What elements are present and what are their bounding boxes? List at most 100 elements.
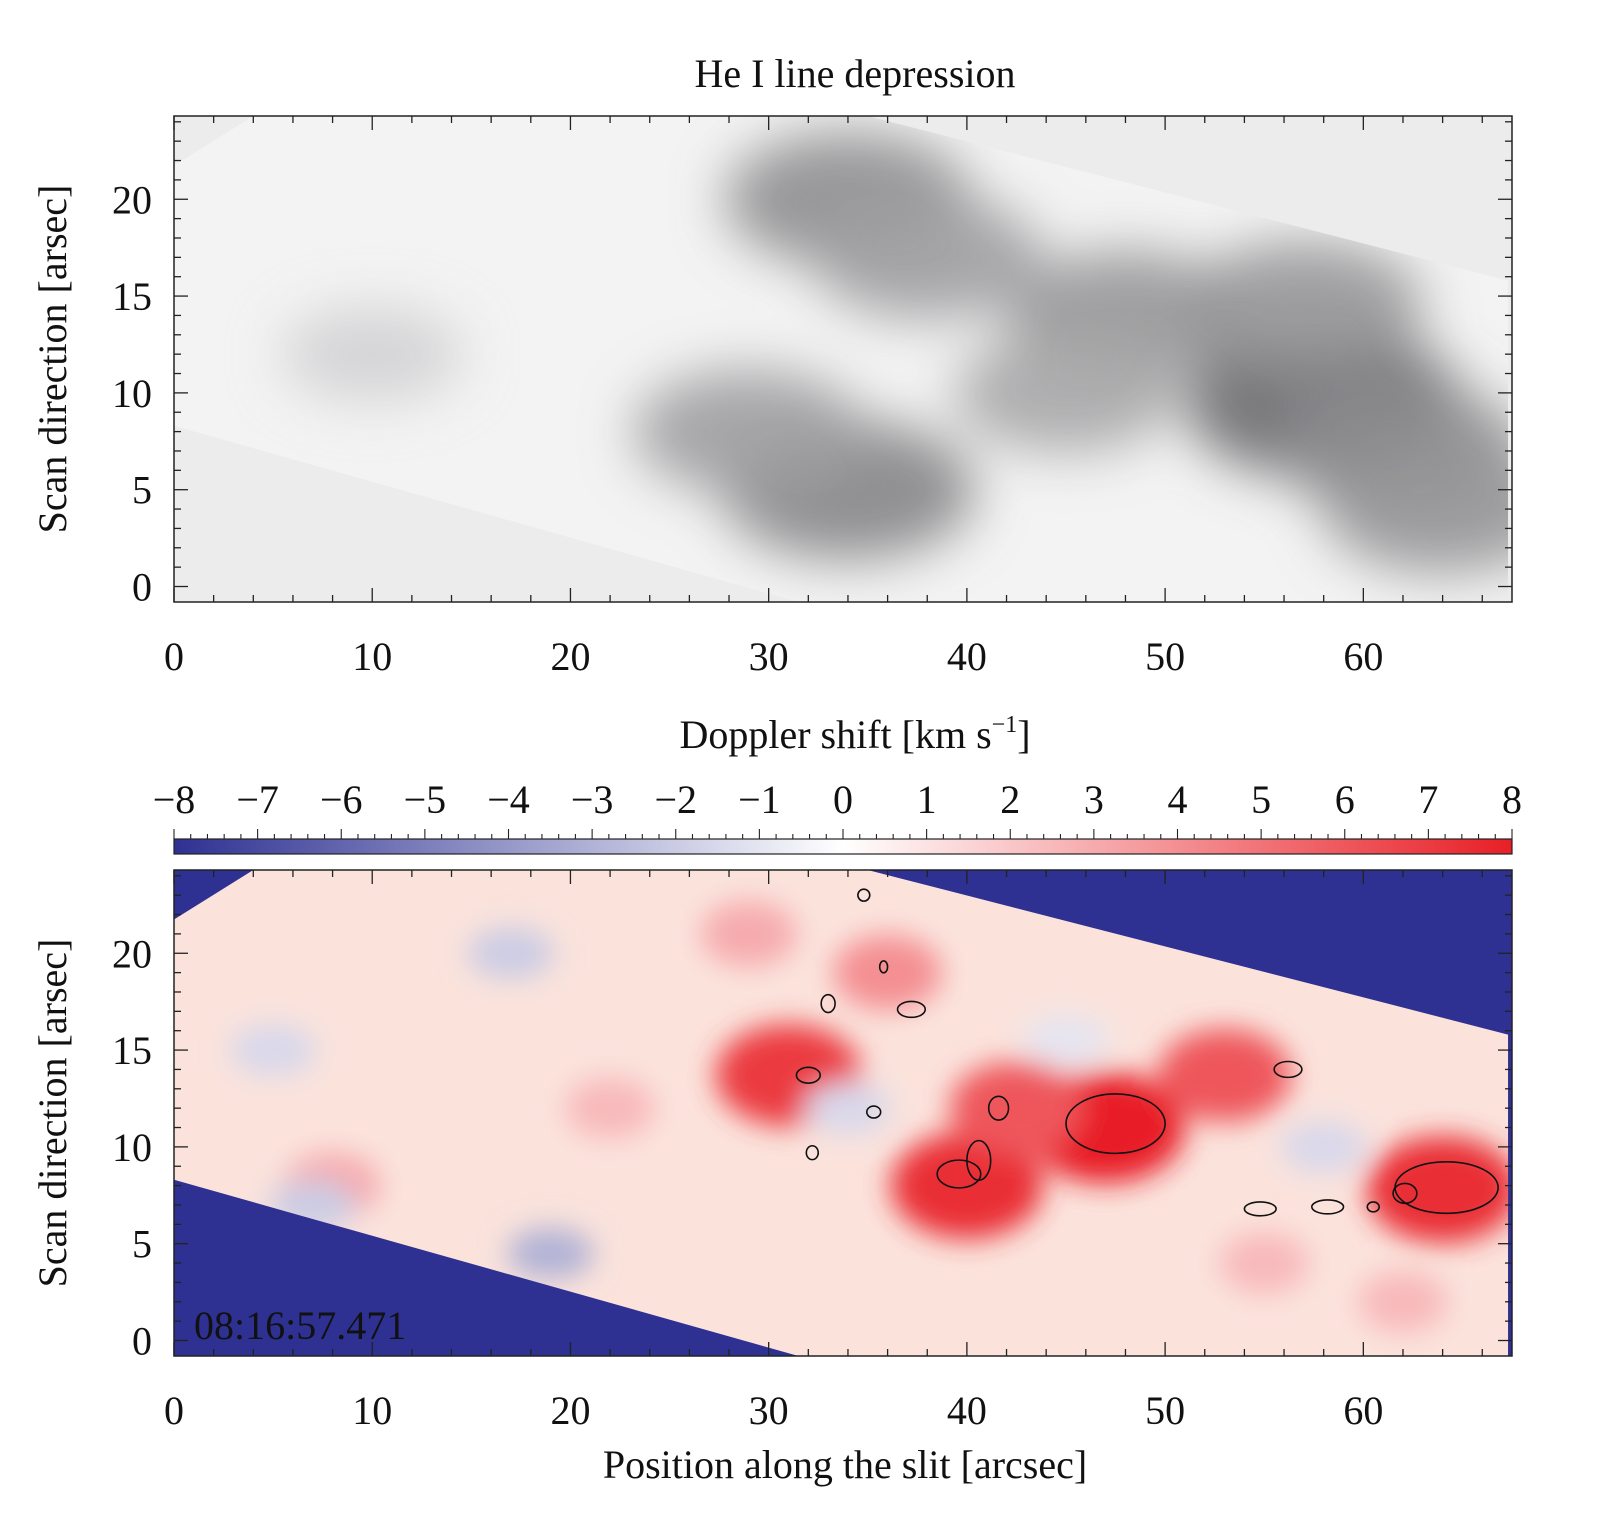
blue-velocity-patch [1022,1014,1110,1067]
field-contour [820,993,836,1014]
x-tick-label: 10 [352,634,392,679]
x-tick-label: 20 [550,634,590,679]
blue-velocity-patch [804,1082,892,1134]
dark-feature [1184,241,1423,371]
y-tick-label: 10 [112,371,152,416]
colorbar-title-close: ] [1017,712,1030,757]
field-contour [865,1105,882,1119]
colorbar-title: Doppler shift [km s−1] [679,712,1030,757]
x-tick-label: 50 [1145,1388,1185,1433]
top-panel: He I line depression 0 10 20 30 40 50 60 0 5 10 15… [30,51,1513,679]
colorbar-tick-label: −6 [320,777,363,822]
red-velocity-patch [1219,1232,1310,1295]
colorbar-gradient [173,838,1513,855]
red-velocity-patch [564,1077,656,1140]
field-contour [896,1000,927,1019]
x-tick-label: 40 [947,634,987,679]
field-contour [805,1144,820,1161]
x-tick-label: 50 [1145,634,1185,679]
x-tick-label: 40 [947,1388,987,1433]
x-tick-label: 20 [550,1388,590,1433]
field-contour [1392,1182,1418,1205]
field-contour [1366,1201,1380,1213]
top-ticks: 0 10 20 30 40 50 60 0 5 10 15 20 [112,116,1512,679]
top-ylabel: Scan direction [arsec] [30,185,75,534]
red-velocity-patch [1357,1270,1449,1333]
x-tick-label: 10 [352,1388,392,1433]
field-contour [1243,1201,1277,1217]
colorbar-tick-label: 7 [1418,777,1438,822]
y-tick-label: 15 [112,274,152,319]
red-velocity-patch [1366,1136,1509,1243]
blue-velocity-patch [467,927,555,980]
y-tick-label: 20 [112,931,152,976]
red-velocity-patch [949,1061,1084,1155]
y-tick-label: 5 [132,468,152,513]
colorbar-tick-label: −3 [571,777,614,822]
dark-feature [633,369,864,494]
x-tick-label: 60 [1343,1388,1383,1433]
colorbar-tick-label: 3 [1084,777,1104,822]
colorbar-tick-label: −1 [738,777,781,822]
colorbar-tick-label: −4 [487,777,530,822]
colorbar-tick-label: −5 [404,777,447,822]
colorbar-tick-label: −7 [236,777,279,822]
colorbar: Doppler shift [km s−1] −8 −7 −6 −5 −4 −3 −2 −1 0… [153,712,1522,855]
field-contour [936,1159,982,1189]
bottom-xlabel: Position along the slit [arcsec] [603,1442,1087,1487]
red-velocity-patch [1157,1028,1292,1122]
colorbar-tick-label: −8 [153,777,196,822]
y-tick-label: 5 [132,1222,152,1267]
top-plot-frame [173,115,1513,603]
colorbar-tick-label: 8 [1502,777,1522,822]
colorbar-tick-label: 5 [1251,777,1271,822]
x-tick-label: 30 [749,634,789,679]
top-dark-features [281,132,1509,574]
x-tick-label: 0 [164,634,184,679]
red-velocity-patch [890,1132,1044,1239]
bottom-plot-frame [173,869,1513,1357]
y-tick-label: 0 [132,1319,152,1364]
colorbar-tick-label: 1 [917,777,937,822]
top-title: He I line depression [694,51,1015,96]
field-contour [1310,1199,1345,1215]
field-contour [987,1095,1010,1121]
colorbar-tick-label: 4 [1168,777,1188,822]
bottom-ylabel: Scan direction [arsec] [30,939,75,1288]
blue-velocity-patch [229,1024,317,1076]
x-tick-label: 60 [1343,634,1383,679]
y-tick-label: 15 [112,1028,152,1073]
field-contour [1065,1093,1166,1155]
field-contour [966,1139,992,1182]
y-tick-label: 0 [132,565,152,610]
x-tick-label: 30 [749,1388,789,1433]
red-velocity-patch [700,900,798,968]
colorbar-tick-label: −2 [654,777,697,822]
dark-feature [1323,444,1509,574]
colorbar-title-exponent: −1 [992,712,1018,738]
field-contour [1273,1060,1303,1079]
x-tick-label: 0 [164,1388,184,1433]
field-contour [878,960,889,974]
bottom-velocity-patches [229,900,1509,1333]
timestamp-annotation: 08:16:57.471 [194,1303,406,1348]
field-contour [795,1066,822,1084]
colorbar-title-main: Doppler shift [km s [679,712,991,757]
red-velocity-patch [833,934,943,1011]
colorbar-tick-label: 0 [833,777,853,822]
colorbar-tick-label: 6 [1335,777,1355,822]
y-tick-label: 10 [112,1125,152,1170]
blue-velocity-patch [507,1227,595,1280]
colorbar-tick-label: 2 [1000,777,1020,822]
colorbar-ticks: −8 −7 −6 −5 −4 −3 −2 −1 0 1 2 3 4 5 6 7 8 [153,777,1522,839]
bottom-ticks: 0 10 20 30 40 50 60 0 5 10 15 20 [112,870,1512,1433]
dark-feature [954,333,1178,453]
y-tick-label: 20 [112,177,152,222]
bottom-contours [795,888,1499,1217]
blue-velocity-patch [1280,1121,1368,1173]
dark-feature [812,195,1043,320]
bottom-panel: 0 10 20 30 40 50 60 0 5 10 15 20 Scan direction [ar… [30,869,1513,1487]
dark-feature [281,307,464,402]
field-contour [857,888,871,902]
